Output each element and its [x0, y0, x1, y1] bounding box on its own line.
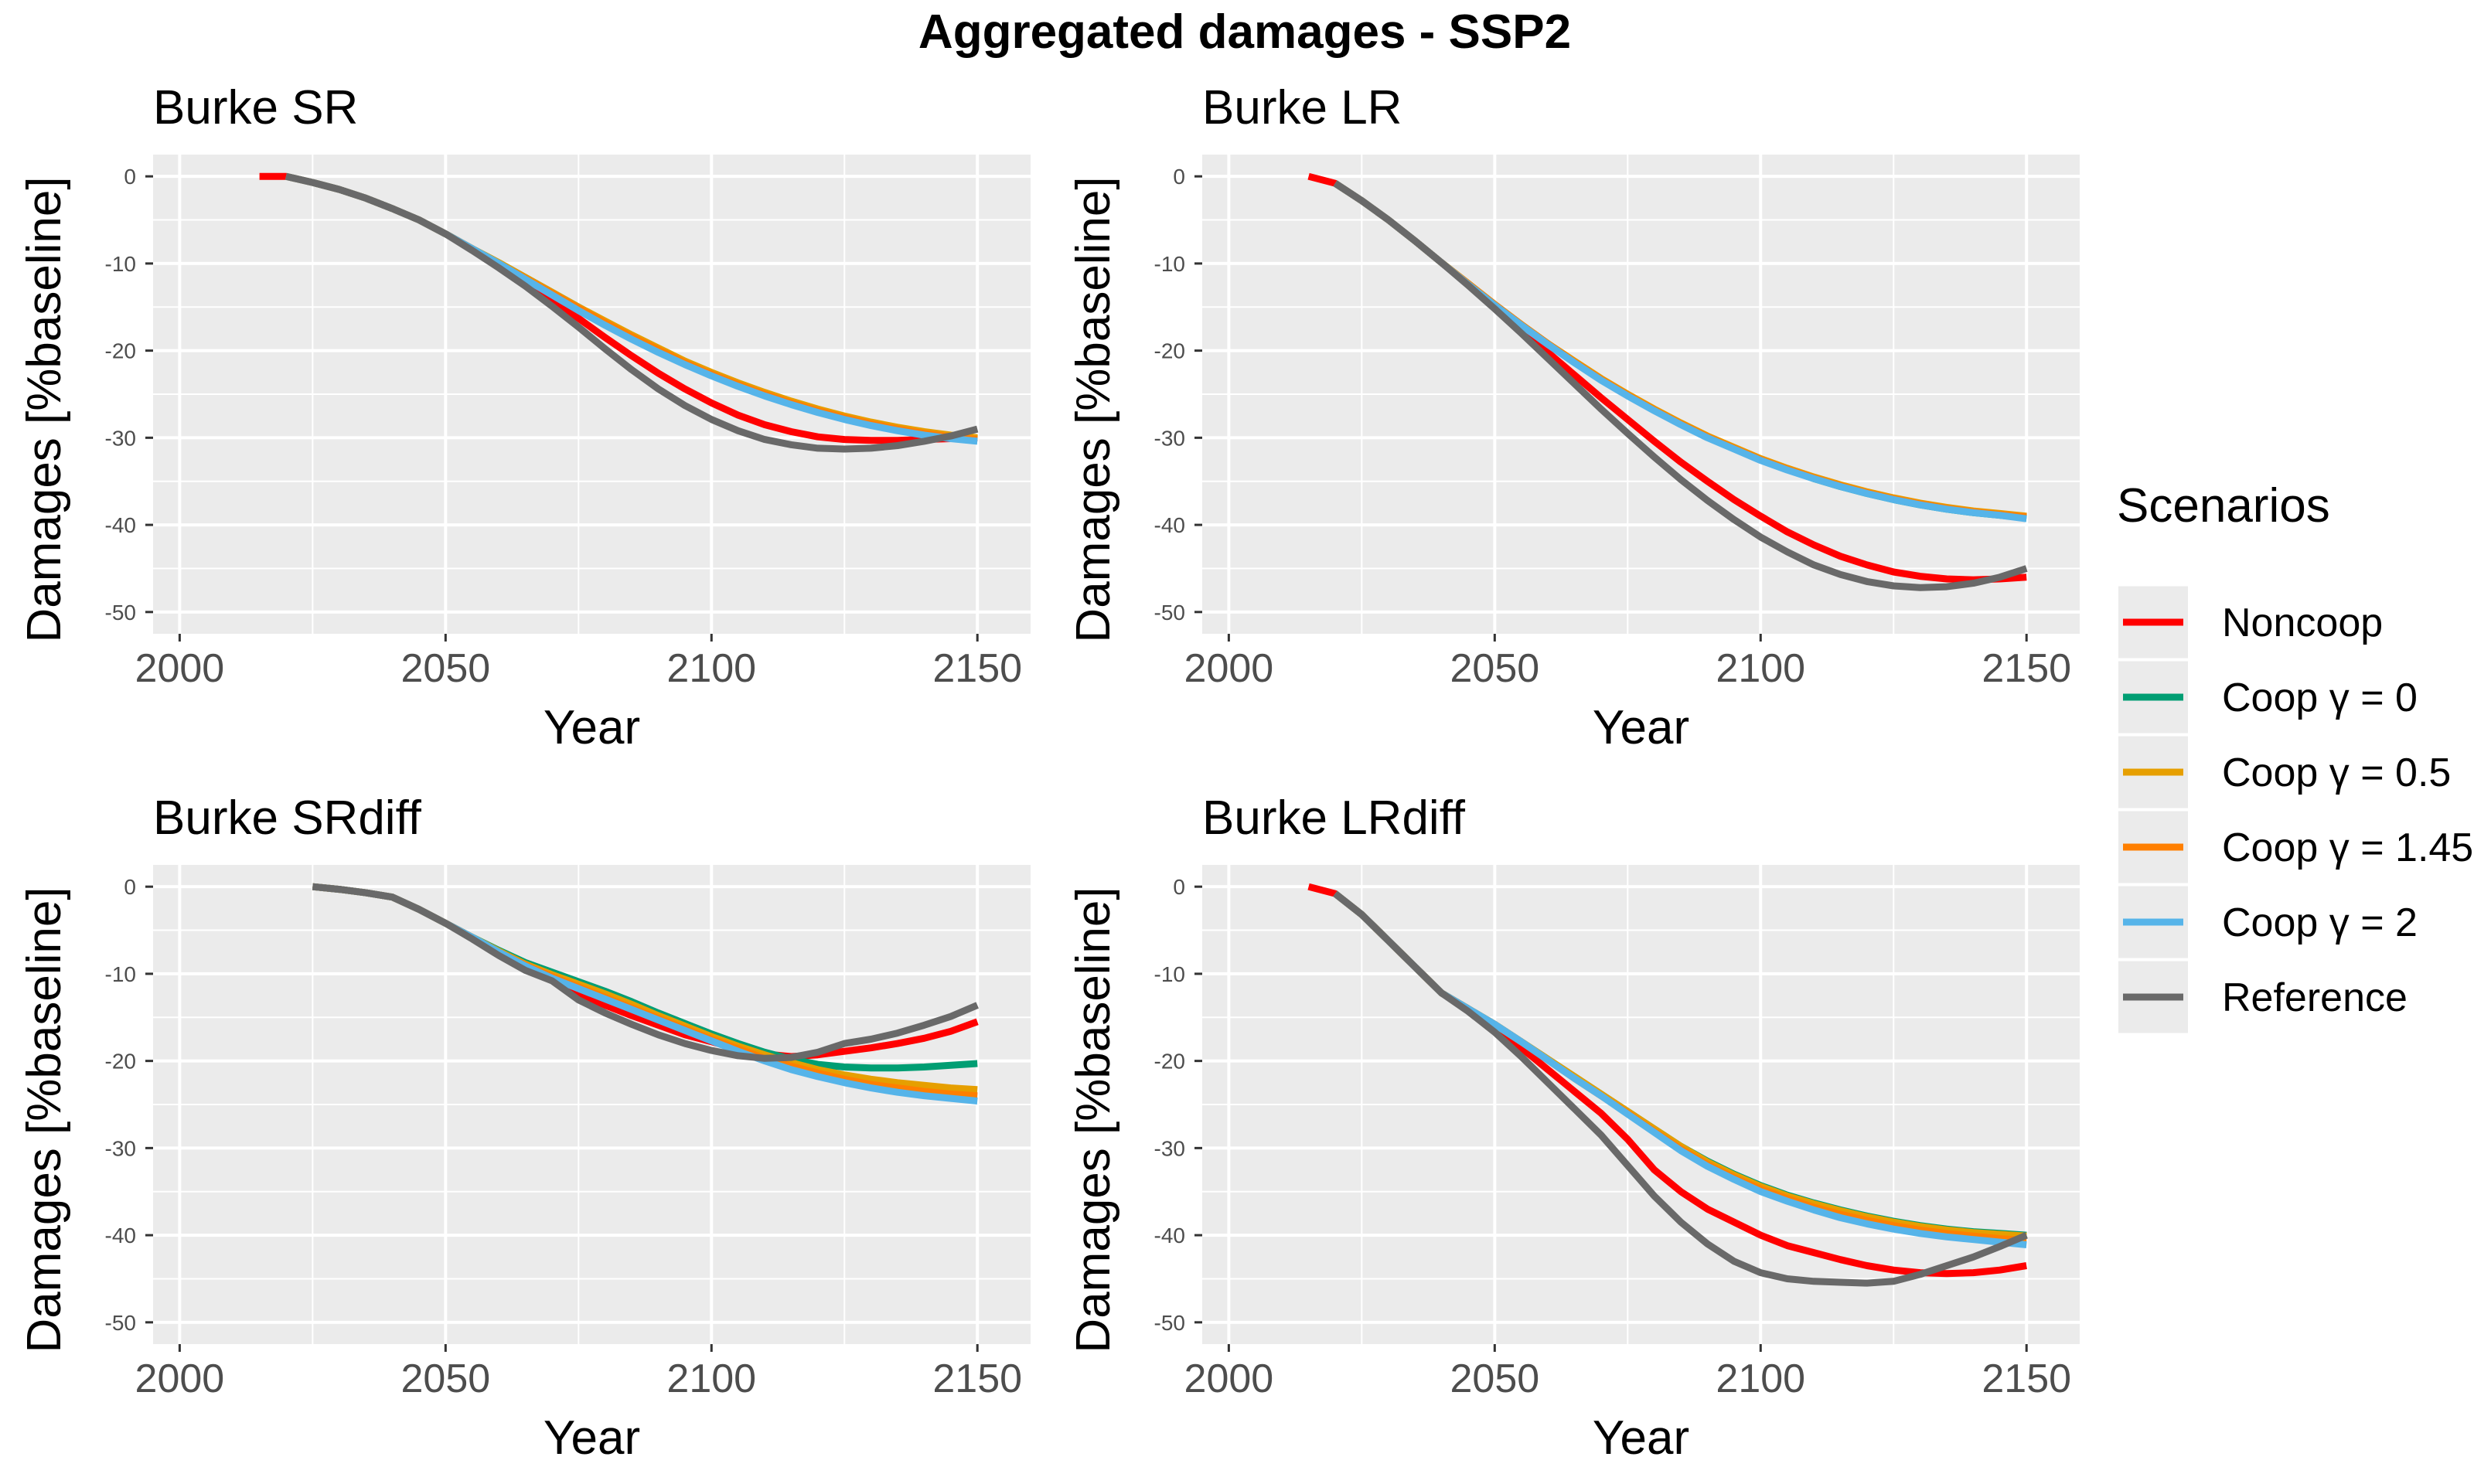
y-tick-label: -10	[105, 252, 136, 276]
y-tick-label: -50	[105, 601, 136, 625]
y-tick-label: -40	[105, 1224, 136, 1247]
legend: Scenarios Noncoop Coop γ = 0 Coop γ = 0.5 Co…	[2117, 479, 2473, 1033]
x-tick-label: 2000	[135, 646, 225, 691]
y-axis-title: Damages [%baseline]	[1067, 887, 1120, 1353]
legend-label: Coop γ = 0	[2222, 676, 2418, 720]
y-tick-label: -40	[105, 513, 136, 537]
panel-burke-lrdiff: 2000 2050 2100 2150 0 -10 -20 -30 -40 -50 Burke LR…	[1067, 791, 2080, 1465]
legend-label: Coop γ = 0.5	[2222, 751, 2451, 795]
panels: 2000 2050 2100 2150 0 -10 -20 -30 -40 -50 Burke SR…	[18, 81, 2080, 1465]
x-tick-label: 2000	[1184, 1356, 1274, 1401]
y-tick-label: -50	[1154, 601, 1185, 625]
y-tick-label: -20	[1154, 1050, 1185, 1074]
legend-item-coop0: Coop γ = 0	[2118, 661, 2418, 733]
x-tick-label: 2150	[932, 646, 1022, 691]
x-tick-label: 2150	[1982, 1356, 2071, 1401]
y-tick-label: 0	[124, 875, 136, 899]
y-tick-label: 0	[1173, 875, 1185, 899]
x-tick-label: 2100	[666, 1356, 756, 1401]
legend-item-coop145: Coop γ = 1.45	[2118, 811, 2473, 883]
legend-item-coop05: Coop γ = 0.5	[2118, 736, 2451, 808]
y-tick-label: -50	[105, 1311, 136, 1335]
x-axis-title: Year	[1593, 701, 1689, 754]
y-axis-title: Damages [%baseline]	[18, 887, 71, 1353]
panel-title: Burke SR	[153, 81, 358, 134]
y-tick-label: -20	[1154, 339, 1185, 363]
y-tick-label: -40	[1154, 1224, 1185, 1247]
panel-burke-sr: 2000 2050 2100 2150 0 -10 -20 -30 -40 -50 Burke SR…	[18, 81, 1031, 754]
x-tick-label: 2050	[400, 1356, 490, 1401]
x-tick-label: 2050	[400, 646, 490, 691]
legend-label: Reference	[2222, 975, 2408, 1020]
x-tick-label: 2100	[1716, 646, 1805, 691]
series-line-reference	[1333, 890, 2028, 1287]
legend-label: Coop γ = 1.45	[2222, 825, 2473, 870]
panel-title: Burke SRdiff	[153, 791, 422, 845]
panel-burke-srdiff: 2000 2050 2100 2150 0 -10 -20 -30 -40 -50 Burke SR…	[18, 791, 1031, 1465]
x-tick-label: 2100	[1716, 1356, 1805, 1401]
series-line-reference	[285, 172, 979, 453]
panel-title: Burke LRdiff	[1202, 791, 1466, 845]
legend-title: Scenarios	[2117, 479, 2330, 533]
x-axis-title: Year	[544, 1411, 640, 1465]
x-axis-title: Year	[544, 701, 640, 754]
panel-burke-lr: 2000 2050 2100 2150 0 -10 -20 -30 -40 -50 Burke LR…	[1067, 81, 2080, 754]
x-tick-label: 2000	[135, 1356, 225, 1401]
legend-item-noncoop: Noncoop	[2118, 586, 2383, 659]
y-tick-label: -10	[105, 962, 136, 986]
x-tick-label: 2150	[1982, 646, 2071, 691]
series-line-reference	[1333, 180, 2028, 591]
legend-label: Noncoop	[2222, 601, 2383, 645]
x-tick-label: 2000	[1184, 646, 1274, 691]
legend-item-coop2: Coop γ = 2	[2118, 886, 2418, 958]
y-tick-label: 0	[1173, 165, 1185, 189]
x-tick-label: 2050	[1450, 646, 1539, 691]
y-axis-title: Damages [%baseline]	[1067, 176, 1120, 642]
y-tick-label: -30	[1154, 426, 1185, 450]
legend-item-reference: Reference	[2118, 961, 2408, 1033]
y-tick-label: -30	[105, 426, 136, 450]
y-tick-label: -30	[105, 1136, 136, 1160]
series-line-reference	[312, 883, 979, 1062]
y-tick-label: -20	[105, 1050, 136, 1074]
y-tick-label: -30	[1154, 1136, 1185, 1160]
legend-label: Coop γ = 2	[2222, 900, 2418, 945]
y-axis-title: Damages [%baseline]	[18, 176, 71, 642]
x-axis-title: Year	[1593, 1411, 1689, 1465]
y-tick-label: -50	[1154, 1311, 1185, 1335]
y-tick-label: -10	[1154, 252, 1185, 276]
y-tick-label: -10	[1154, 962, 1185, 986]
y-tick-label: 0	[124, 165, 136, 189]
main-title: Aggregated damages - SSP2	[918, 5, 1571, 59]
x-tick-label: 2150	[932, 1356, 1022, 1401]
x-tick-label: 2100	[666, 646, 756, 691]
panel-title: Burke LR	[1202, 81, 1402, 134]
y-tick-label: -20	[105, 339, 136, 363]
y-tick-label: -40	[1154, 513, 1185, 537]
x-tick-label: 2050	[1450, 1356, 1539, 1401]
